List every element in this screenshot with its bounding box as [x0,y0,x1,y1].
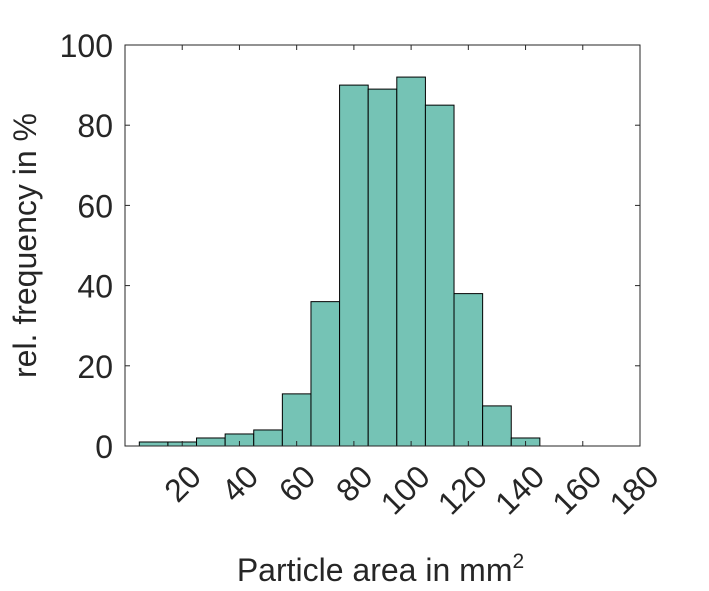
histogram-bar [367,88,398,447]
histogram-bar [281,393,312,447]
x-axis-title-superscript: 2 [512,550,524,573]
x-tick-label: 180 [602,458,665,521]
y-tick-labels: 0 20 40 60 80 100 [60,28,113,465]
histogram-bar [453,293,484,447]
y-tick-label: 20 [77,349,113,385]
x-tick-label: 60 [272,458,323,509]
x-tick-label: 40 [214,458,265,509]
histogram-bar [253,429,283,447]
histogram-bar [310,301,341,447]
x-tick-label: 160 [545,458,608,521]
histogram-bar [424,104,455,447]
x-axis-title: Particle area in mm2 [237,550,524,588]
x-tick-label: 20 [157,458,208,509]
x-tick-label: 140 [488,458,551,521]
histogram-bar [339,84,369,447]
y-tick-label: 100 [60,28,113,64]
y-axis-title: rel. frequency in % [7,113,43,378]
y-tick-label: 0 [95,429,113,465]
y-tick-label: 40 [77,269,113,305]
y-tick-label: 80 [77,108,113,144]
histogram-bar [482,405,512,447]
histogram-bar [196,437,226,447]
bars-group [138,76,541,447]
x-tick-label: 80 [329,458,380,509]
axes-box [124,44,641,447]
x-axis-title-text: Particle area in mm [237,552,513,588]
histogram-bar [138,441,169,447]
x-tick-label: 100 [374,458,437,521]
y-tick-label: 60 [77,188,113,224]
x-tick-label: 120 [431,458,494,521]
histogram-bar [396,76,426,447]
